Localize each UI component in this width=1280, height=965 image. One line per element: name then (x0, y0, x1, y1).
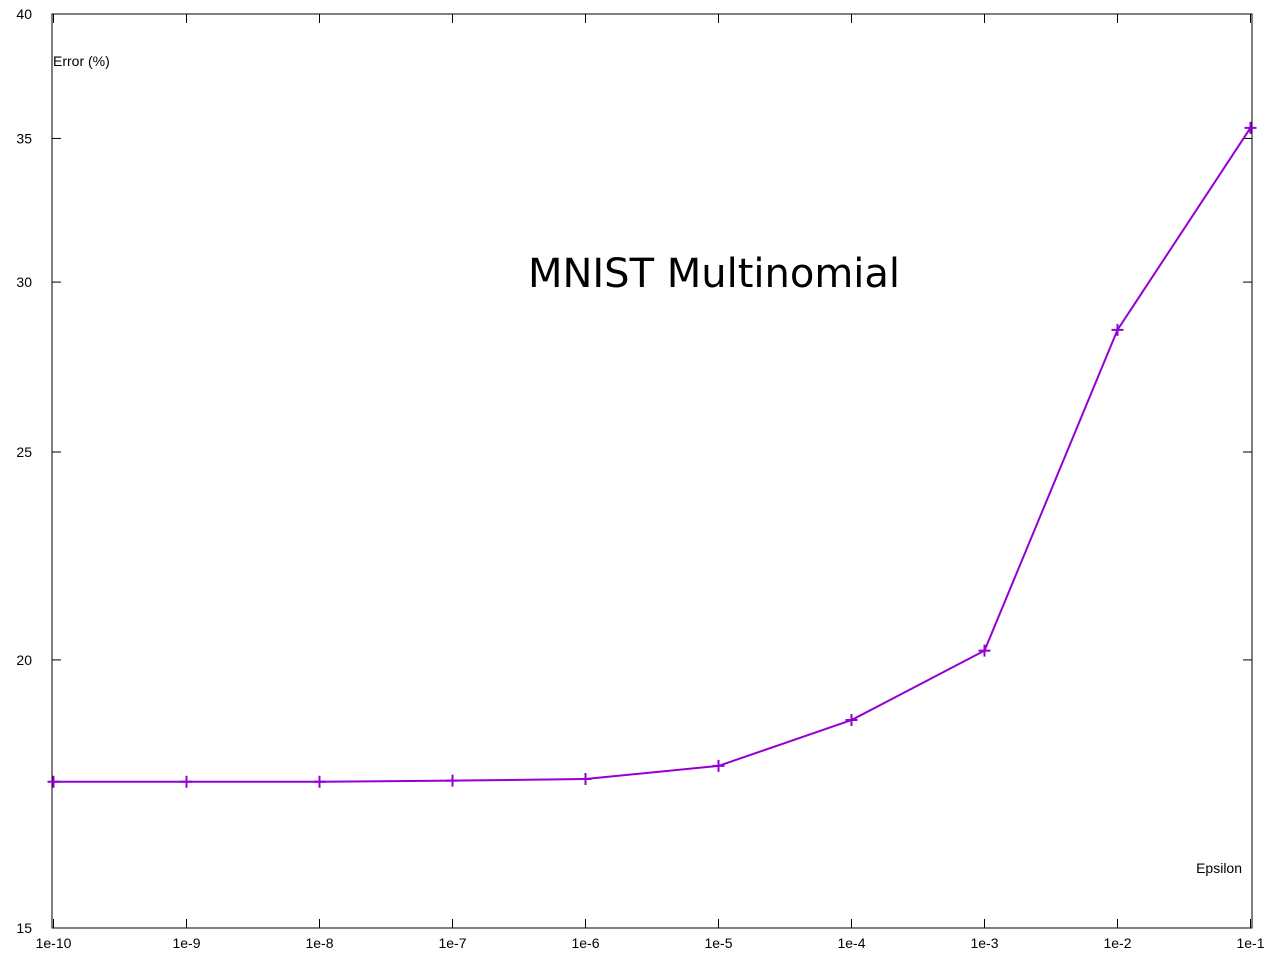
y-tick-label: 25 (16, 444, 32, 460)
data-point-marker (1111, 323, 1124, 336)
x-ticks: 1e-10 1e-9 1e-8 1e-7 1e-6 1e-5 1e-4 1e-3 1e-2 1e-… (36, 14, 1265, 951)
x-tick-label: 1e-6 (571, 935, 599, 951)
x-tick-label: 1e-7 (438, 935, 466, 951)
y-tick-label: 35 (16, 130, 32, 146)
data-point-marker (180, 775, 193, 788)
plot-frame (51, 13, 1253, 929)
data-point-marker (313, 775, 326, 788)
x-tick-label: 1e-9 (172, 935, 200, 951)
y-axis-label: Error (%) (53, 53, 110, 69)
x-tick-label: 1e-10 (36, 935, 72, 951)
y-tick-label: 30 (16, 274, 32, 290)
x-axis-label: Epsilon (1196, 860, 1242, 876)
chart-title: MNIST Multinomial (528, 251, 900, 297)
data-point-marker (446, 774, 459, 787)
series-line (53, 127, 1252, 783)
data-point-marker (1244, 121, 1257, 134)
y-tick-label: 20 (16, 652, 32, 668)
y-tick-label: 15 (16, 920, 32, 936)
data-point-marker (712, 759, 725, 772)
data-point-marker (47, 775, 60, 788)
y-ticks: 15 20 25 30 35 40 (16, 6, 1252, 936)
x-tick-label: 1e-4 (837, 935, 865, 951)
x-tick-label: 1e-8 (305, 935, 333, 951)
x-tick-label: 1e-2 (1103, 935, 1131, 951)
data-point-marker (845, 714, 858, 727)
data-point-marker (978, 644, 991, 657)
y-tick-label: 40 (16, 6, 32, 22)
series-layer (47, 121, 1257, 788)
x-tick-label: 1e-5 (704, 935, 732, 951)
x-tick-label: 1e-1 (1236, 935, 1264, 951)
x-tick-label: 1e-3 (970, 935, 998, 951)
data-point-marker (579, 773, 592, 786)
